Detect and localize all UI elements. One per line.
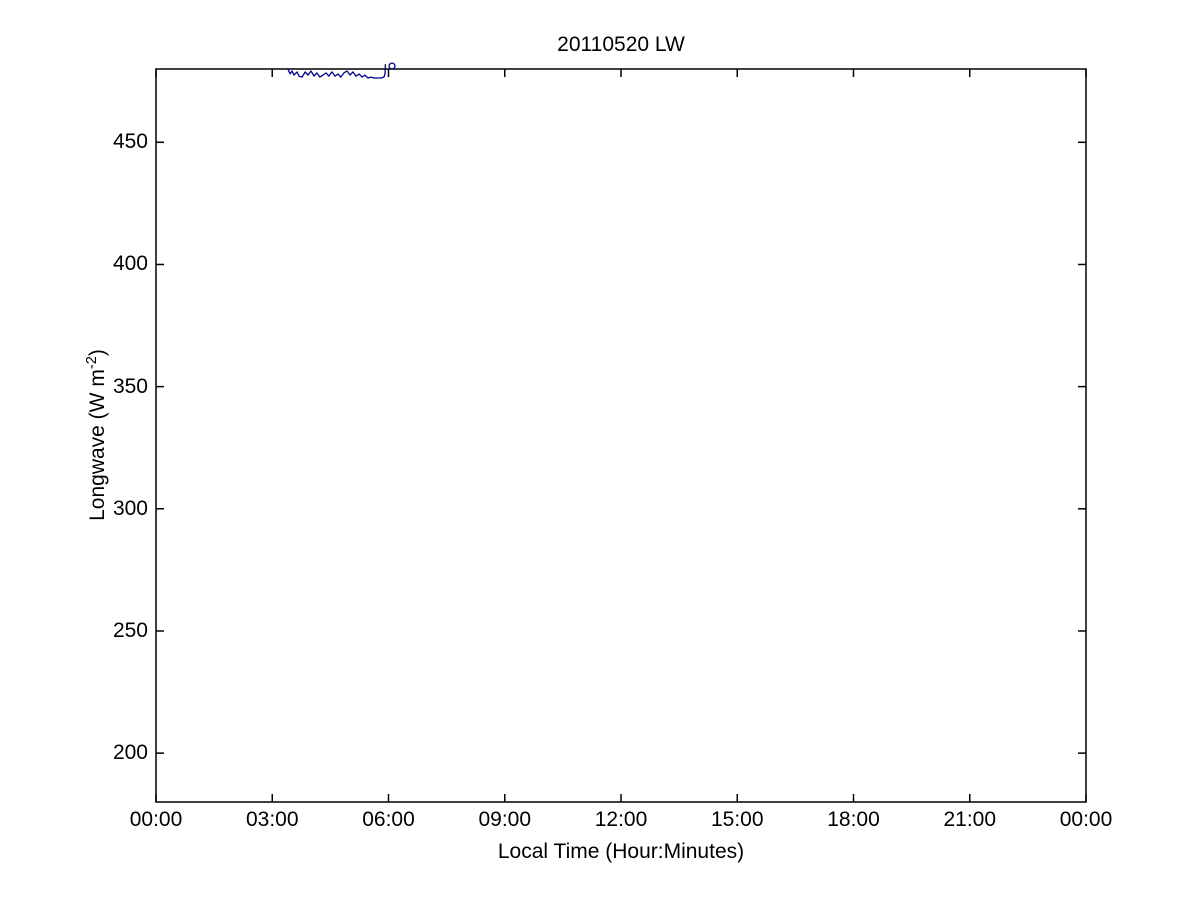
x-tick-label: 09:00 — [478, 808, 532, 831]
x-tick-label: 12:00 — [594, 808, 648, 831]
y-tick-label: 450 — [112, 130, 148, 154]
x-tick-label: 00:00 — [129, 808, 183, 831]
x-tick-label: 00:00 — [1059, 808, 1113, 831]
y-tick-label: 350 — [112, 374, 148, 398]
x-tick-label: 15:00 — [710, 808, 764, 831]
y-tick-label: 250 — [112, 618, 148, 642]
x-tick-label: 06:00 — [362, 808, 415, 831]
chart-title: 20110520 LW — [557, 33, 685, 56]
y-tick-label: 400 — [112, 252, 148, 276]
y-tick-label: 300 — [112, 496, 148, 520]
x-tick-label: 18:00 — [827, 808, 880, 831]
end-marker-circle — [388, 62, 396, 70]
axes-box — [155, 68, 1087, 803]
x-tick-label: 03:00 — [245, 808, 299, 831]
longwave-line — [287, 64, 387, 79]
x-tick-label: 21:00 — [943, 808, 997, 831]
y-tick-label: 200 — [112, 741, 148, 765]
x-axis-label: Local Time (Hour:Minutes) — [497, 840, 745, 863]
